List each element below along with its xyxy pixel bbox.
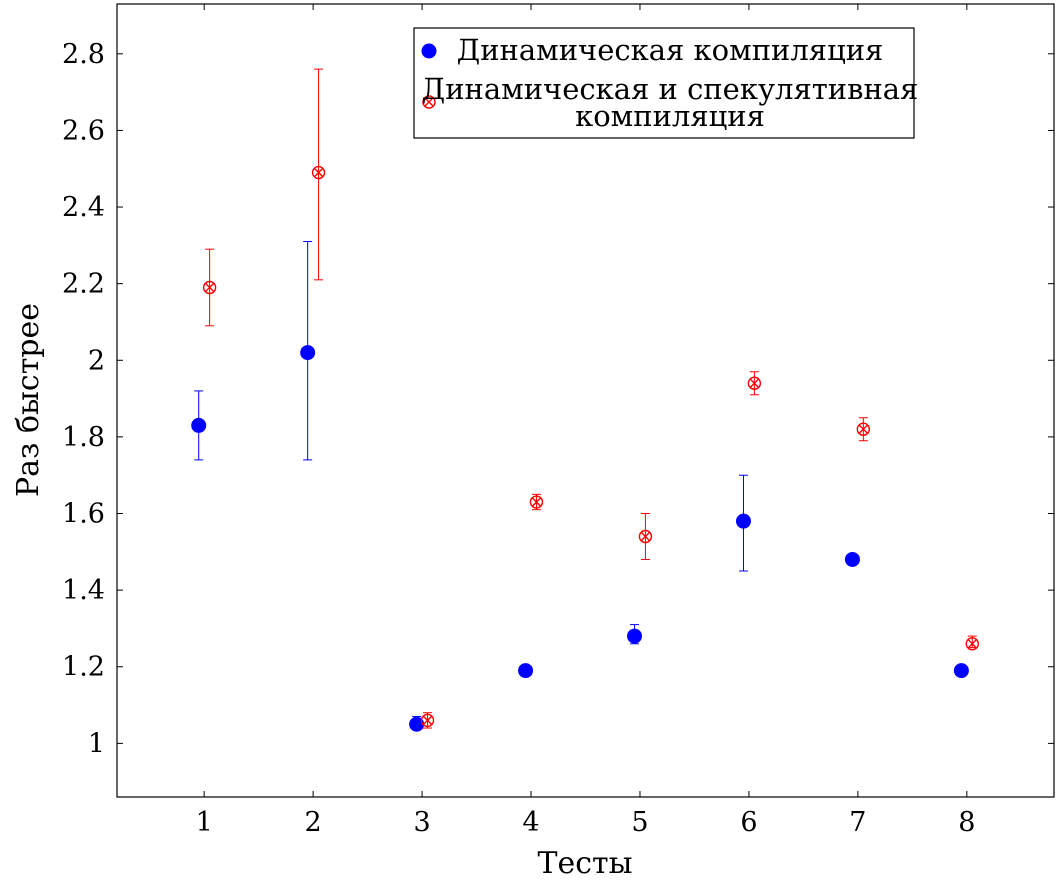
x-tick-label-7: 7: [849, 807, 866, 838]
point-series2-test-1: [202, 280, 217, 295]
x-tick-label-4: 4: [522, 807, 539, 838]
y-tick-label-2.2: 2.2: [62, 269, 105, 300]
point-series2-test-6: [747, 376, 762, 390]
y-axis-label: Раз быстрее: [11, 303, 46, 497]
point-series2-test-7: [856, 422, 871, 436]
y-tick-label-1.8: 1.8: [62, 422, 105, 453]
y-tick-label-2.8: 2.8: [62, 39, 105, 70]
y-tick-label-1: 1: [88, 728, 105, 759]
legend-label-speculative-line2: компиляция: [575, 99, 765, 133]
legend-marker-speculative: [422, 95, 436, 109]
point-series1-test-7: [844, 551, 860, 567]
y-tick-label-1.2: 1.2: [62, 652, 105, 683]
y-tick-label-2.4: 2.4: [62, 192, 105, 223]
errorbars-layer: [194, 68, 977, 729]
point-series1-test-8: [953, 663, 969, 679]
point-series2-test-2: [311, 165, 326, 180]
plot-frame: [116, 3, 1055, 798]
y-tick-label-1.4: 1.4: [62, 575, 105, 606]
markers-layer: [191, 165, 979, 732]
y-tick-label-2: 2: [88, 345, 105, 376]
legend-box: [413, 27, 915, 139]
point-series2-test-4: [529, 495, 544, 509]
point-series1-test-2: [300, 345, 316, 361]
x-tick-label-2: 2: [305, 807, 322, 838]
x-tick-label-8: 8: [958, 807, 975, 838]
ticks-layer: 1 2 3 4 5 6 7 8 1 1.2 1.4 1.6 1.8 2 2.2 2.4 2.6 2.8: [62, 4, 1054, 838]
x-tick-label-1: 1: [196, 807, 213, 838]
x-axis-label: Тесты: [537, 846, 632, 881]
point-series2-test-3: [420, 713, 435, 728]
point-series1-test-4: [518, 663, 534, 679]
point-series1-test-6: [735, 513, 751, 529]
point-series2-test-8: [965, 637, 979, 651]
point-series1-test-1: [191, 417, 207, 433]
x-tick-label-6: 6: [740, 807, 757, 838]
point-series1-test-3: [409, 716, 425, 732]
errorbar-series2-test-2: [314, 68, 324, 281]
y-tick-label-2.6: 2.6: [62, 115, 105, 146]
legend-marker-dynamic: [421, 43, 437, 59]
legend-label-speculative-line1: Динамическая и спекулятивная: [422, 72, 919, 106]
x-tick-label-5: 5: [631, 807, 648, 838]
y-tick-label-1.6: 1.6: [62, 499, 105, 530]
legend: Динамическая компиляция Динамическая и с…: [413, 27, 919, 139]
legend-label-dynamic: Динамическая компиляция: [457, 33, 884, 67]
x-tick-label-3: 3: [413, 807, 430, 838]
point-series2-test-5: [638, 529, 653, 544]
point-series1-test-5: [627, 628, 643, 644]
